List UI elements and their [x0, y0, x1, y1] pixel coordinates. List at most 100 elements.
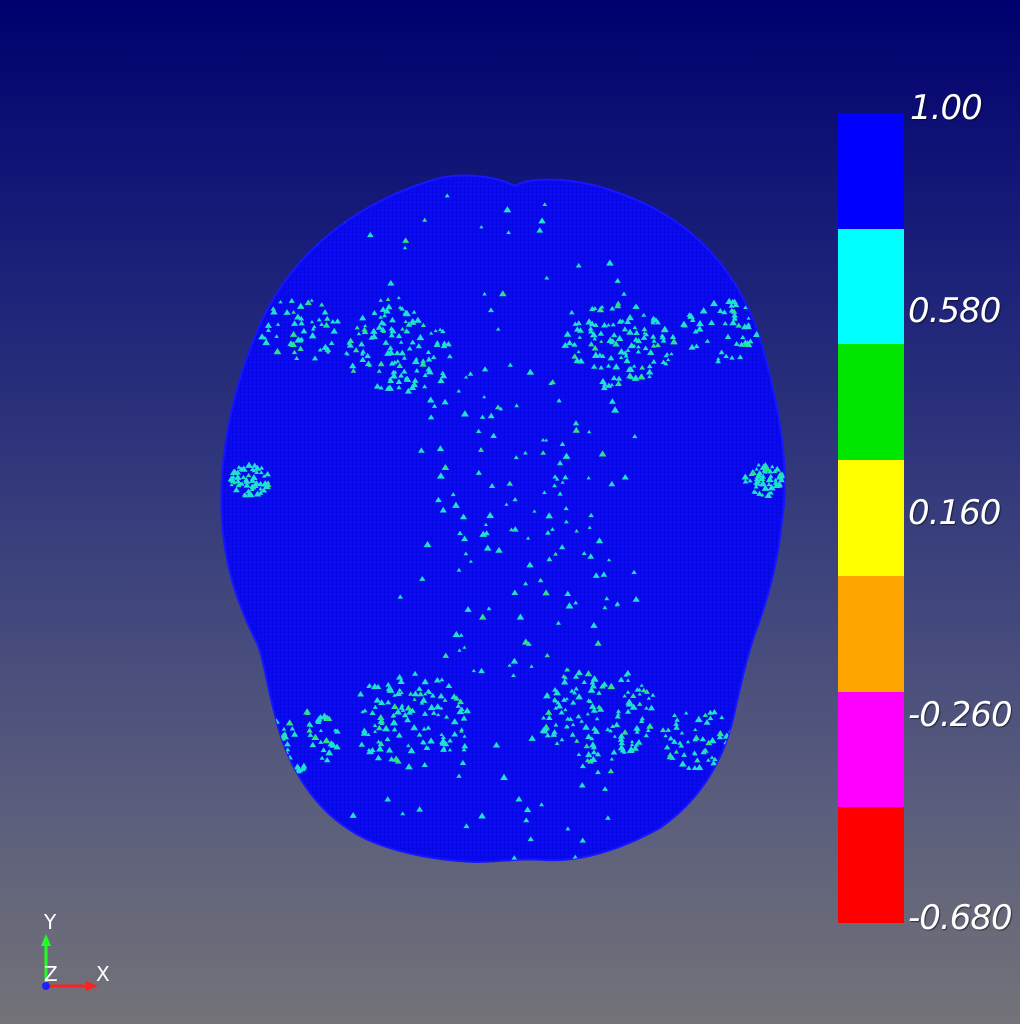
surface-speckle: [614, 302, 622, 309]
surface-speckle: [319, 755, 325, 760]
surface-speckle: [379, 718, 386, 724]
surface-speckle: [345, 352, 350, 356]
surface-speckle: [391, 703, 399, 710]
surface-speckle: [291, 310, 296, 314]
surface-speckle: [398, 372, 405, 378]
surface-speckle: [643, 688, 650, 694]
surface-speckle: [228, 475, 236, 482]
surface-speckle: [386, 180, 391, 185]
surface-speckle: [687, 312, 695, 319]
surface-speckle: [289, 726, 296, 731]
surface-speckle: [625, 678, 631, 682]
surface-speckle: [587, 686, 596, 693]
surface-speckle: [609, 305, 616, 311]
surface-speckle: [558, 906, 563, 910]
surface-speckle: [552, 698, 559, 703]
surface-speckle: [629, 742, 635, 747]
surface-speckle: [737, 354, 744, 360]
surface-speckle: [358, 741, 366, 747]
surface-speckle: [447, 747, 453, 752]
surface-speckle: [436, 712, 441, 717]
surface-speckle: [609, 757, 614, 761]
surface-speckle: [377, 740, 385, 747]
surface-speckle: [372, 723, 378, 728]
surface-speckle: [457, 698, 465, 705]
surface-speckle: [583, 743, 590, 749]
surface-speckle: [545, 692, 550, 696]
surface-speckle: [376, 368, 382, 373]
surface-speckle: [571, 341, 578, 347]
surface-speckle: [729, 298, 737, 305]
surface-speckle: [592, 336, 597, 341]
surface-speckle: [673, 721, 679, 726]
surface-speckle: [262, 482, 271, 490]
surface-speckle: [258, 470, 264, 475]
surface-speckle: [394, 350, 401, 356]
surface-speckle: [606, 322, 611, 327]
surface-speckle: [364, 352, 372, 359]
surface-speckle: [379, 326, 387, 332]
surface-speckle: [462, 734, 467, 738]
surface-speckle: [513, 455, 519, 460]
surface-speckle: [663, 744, 671, 750]
surface-speckle: [511, 855, 518, 860]
surface-speckle: [367, 363, 372, 367]
scalar-colorbar[interactable]: [838, 113, 904, 924]
surface-speckle: [581, 679, 587, 685]
surface-speckle: [646, 722, 654, 729]
surface-speckle: [532, 509, 537, 513]
surface-speckle: [647, 374, 652, 379]
surface-speckle: [461, 747, 467, 752]
surface-speckle: [692, 736, 699, 742]
surface-speckle: [423, 745, 430, 750]
surface-speckle: [722, 321, 728, 326]
surface-speckle: [637, 692, 642, 696]
surface-speckle: [451, 908, 457, 912]
surface-speckle: [445, 682, 453, 689]
surface-speckle: [251, 462, 258, 468]
surface-speckle: [587, 328, 594, 334]
surface-speckle: [544, 727, 549, 732]
surface-speckle: [323, 756, 331, 763]
surface-speckle: [367, 231, 374, 238]
surface-speckle: [625, 690, 631, 694]
orientation-axes-triad[interactable]: [30, 920, 140, 1010]
surface-speckle: [422, 372, 428, 377]
surface-speckle: [409, 339, 416, 345]
surface-speckle: [447, 737, 453, 743]
surface-speckle: [625, 366, 633, 372]
surface-speckle: [500, 773, 508, 780]
surface-speckle: [585, 712, 590, 716]
surface-speckle: [672, 712, 678, 717]
surface-speckle: [422, 384, 428, 389]
surface-speckle: [556, 460, 564, 466]
surface-speckle: [608, 340, 615, 345]
surface-speckle: [523, 817, 530, 823]
surface-speckle: [594, 640, 602, 646]
surface-speckle: [383, 307, 391, 314]
surface-speckle: [234, 469, 242, 475]
surface-speckle: [740, 334, 746, 340]
surface-speckle: [307, 732, 314, 737]
surface-speckle: [587, 698, 593, 703]
surface-speckle: [544, 652, 550, 658]
surface-speckle: [509, 527, 514, 532]
surface-speckle: [574, 738, 580, 743]
surface-speckle: [605, 815, 611, 820]
surface-speckle: [536, 877, 541, 881]
surface-speckle: [495, 546, 503, 553]
surface-speckle: [680, 320, 688, 327]
surface-speckle: [552, 686, 559, 692]
surface-speckle: [274, 334, 279, 338]
surface-speckle: [444, 193, 450, 198]
colorbar-tick-label: 0.580: [908, 291, 1001, 331]
surface-speckle: [600, 681, 608, 687]
surface-speckle: [773, 465, 781, 472]
surface-speckle: [395, 332, 403, 339]
surface-speckle: [614, 277, 621, 283]
surface-speckle: [637, 701, 643, 706]
colorbar-tick-label: -0.260: [908, 695, 1013, 735]
surface-speckle: [410, 381, 419, 388]
